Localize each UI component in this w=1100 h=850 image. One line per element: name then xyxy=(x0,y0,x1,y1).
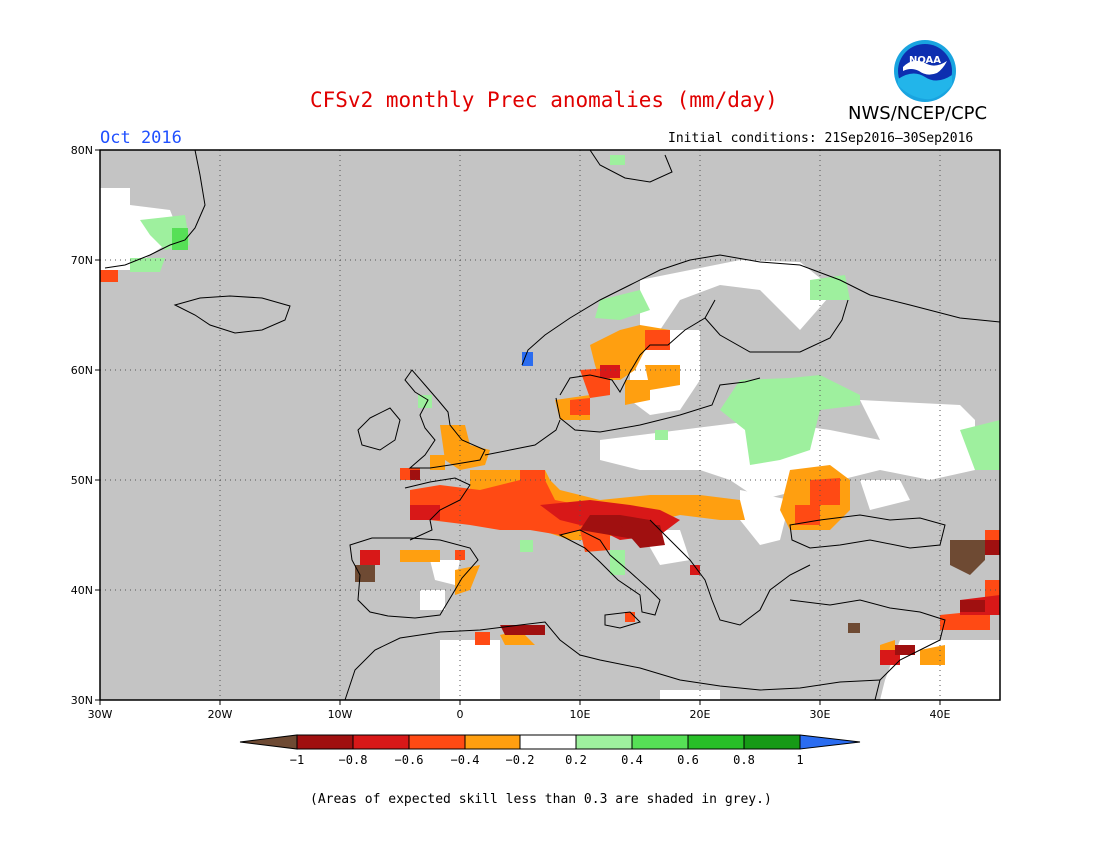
legend-swatch xyxy=(408,734,466,750)
skill-footnote: (Areas of expected skill less than 0.3 a… xyxy=(310,792,772,807)
legend-tick-label: −0.8 xyxy=(339,753,368,767)
lon-label: 30W xyxy=(88,708,113,721)
color-legend xyxy=(239,734,861,750)
valid-month-label: Oct 2016 xyxy=(100,128,182,148)
legend-tick-label: 1 xyxy=(796,753,803,767)
legend-tick-label: 0.6 xyxy=(677,753,699,767)
grid-lines xyxy=(100,150,1000,700)
legend-swatch xyxy=(575,734,633,750)
lat-label: 80N xyxy=(71,144,93,157)
legend-swatch xyxy=(464,734,521,750)
axis-ticks xyxy=(95,149,941,705)
anomaly-patches xyxy=(100,155,1000,700)
lon-label: 20E xyxy=(690,708,711,721)
legend-tick-label: −1 xyxy=(290,753,304,767)
legend-swatch xyxy=(239,734,298,750)
initial-conditions-label: Initial conditions: 21Sep2016–30Sep2016 xyxy=(668,131,974,146)
map-frame xyxy=(99,149,1001,701)
legend-swatch xyxy=(352,734,410,750)
lon-label: 40E xyxy=(930,708,951,721)
legend-swatch xyxy=(799,734,861,750)
legend-tick-label: 0.4 xyxy=(621,753,643,767)
lat-label: 60N xyxy=(71,364,93,377)
legend-tick-label: −0.6 xyxy=(395,753,424,767)
map-background xyxy=(100,150,1000,700)
chart-title: CFSv2 monthly Prec anomalies (mm/day) xyxy=(310,88,778,112)
noaa-logo: NOAA xyxy=(894,40,956,102)
lat-label: 40N xyxy=(71,584,93,597)
lon-label: 10W xyxy=(328,708,353,721)
lon-label: 30E xyxy=(810,708,831,721)
agency-label: NWS/NCEP/CPC xyxy=(848,103,988,124)
legend-swatch xyxy=(687,734,745,750)
legend-swatch xyxy=(743,734,801,750)
legend-swatch xyxy=(296,734,354,750)
lon-label: 0 xyxy=(457,708,464,721)
legend-tick-label: −0.4 xyxy=(451,753,480,767)
lon-label: 10E xyxy=(570,708,591,721)
legend-swatch xyxy=(519,734,577,750)
logo-text: NOAA xyxy=(909,55,941,66)
lat-label: 70N xyxy=(71,254,93,267)
lat-label: 30N xyxy=(71,694,93,707)
legend-tick-label: 0.2 xyxy=(565,753,587,767)
lat-label: 50N xyxy=(71,474,93,487)
legend-tick-label: 0.8 xyxy=(733,753,755,767)
legend-tick-label: −0.2 xyxy=(506,753,535,767)
legend-swatch xyxy=(631,734,689,750)
lon-label: 20W xyxy=(208,708,233,721)
coastlines xyxy=(104,149,1001,701)
